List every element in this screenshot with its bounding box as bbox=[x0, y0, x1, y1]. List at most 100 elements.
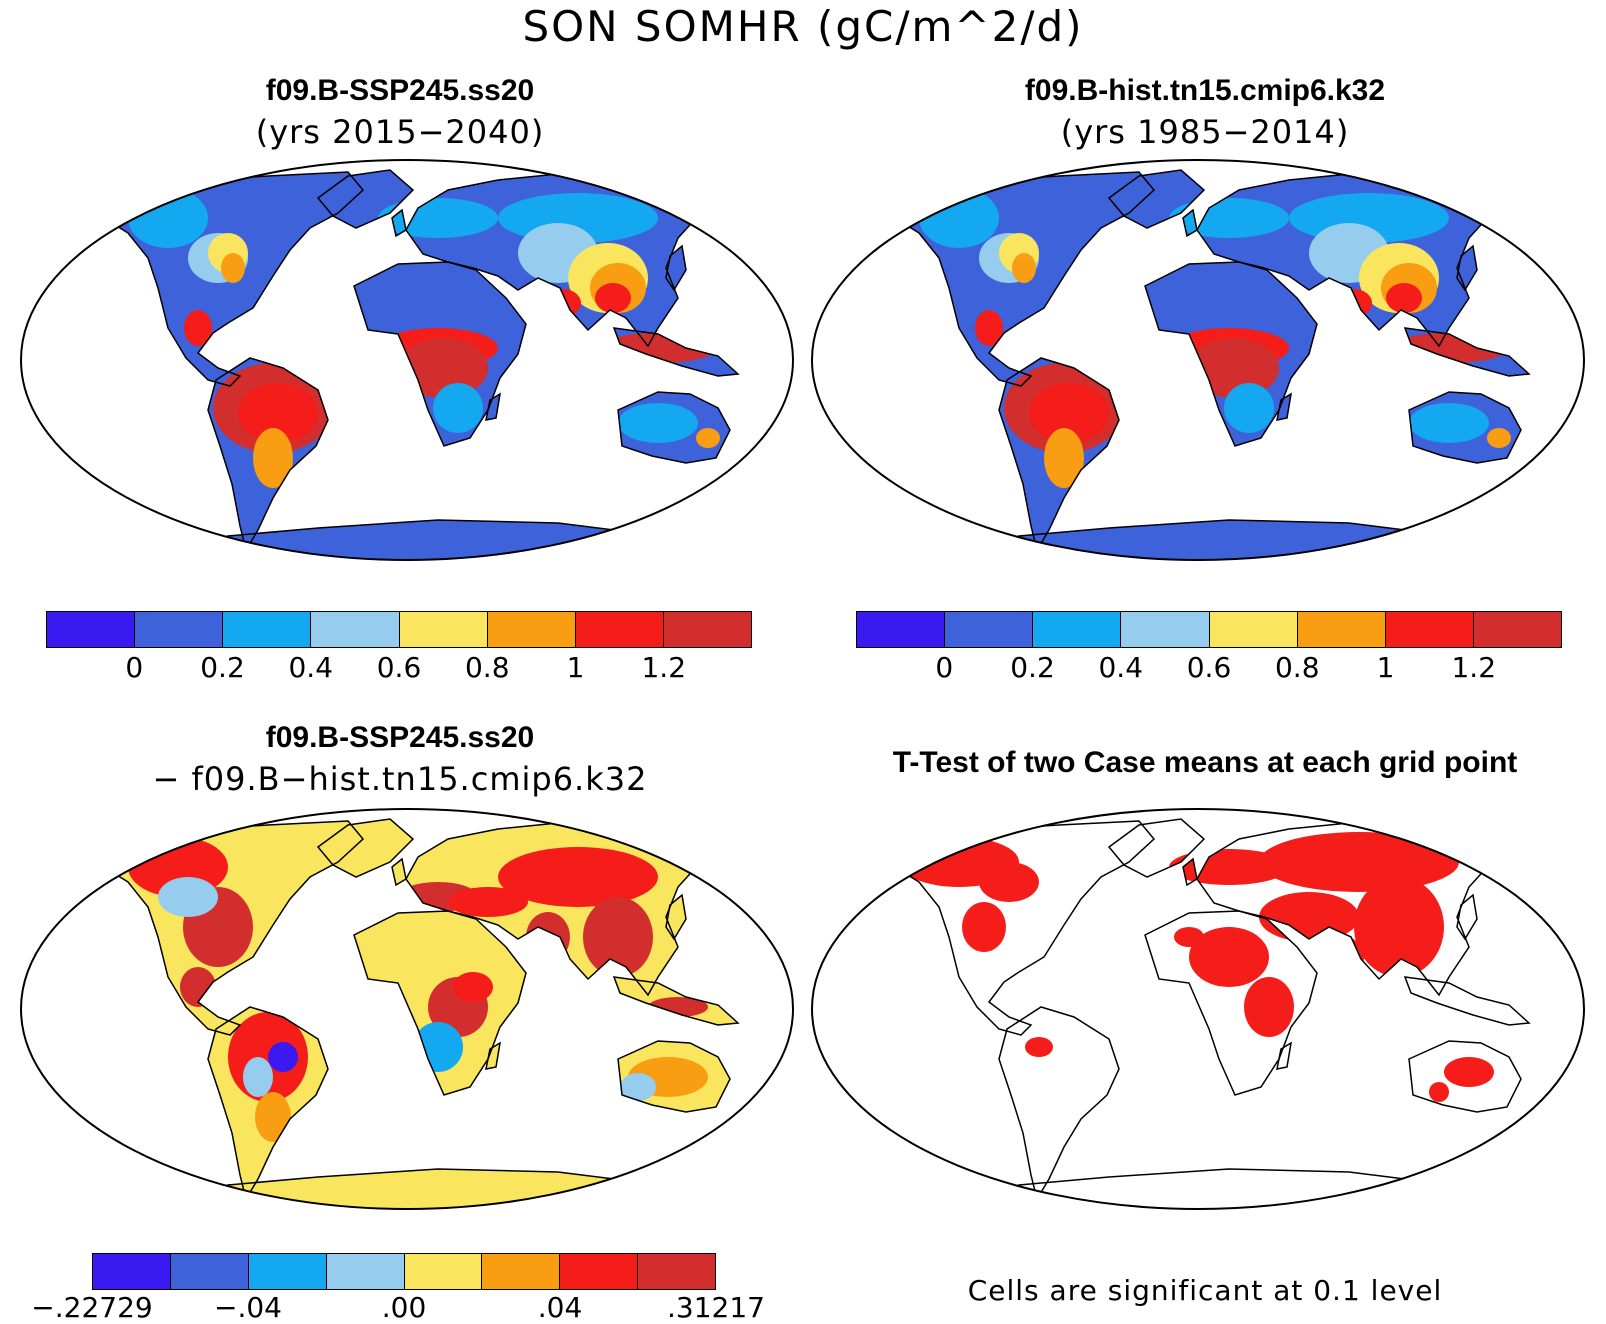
panel2-colorbar bbox=[856, 611, 1562, 648]
panel3-colorbar bbox=[92, 1253, 716, 1290]
coastline-africa bbox=[1144, 910, 1318, 1096]
coastline-uk bbox=[1182, 208, 1198, 238]
colorbar-box-4 bbox=[399, 612, 488, 647]
coastline-namerica bbox=[86, 820, 365, 1036]
coastline-samerica bbox=[998, 1006, 1120, 1201]
colorbar-box-0 bbox=[857, 612, 946, 647]
coastline-namerica bbox=[877, 171, 1156, 387]
panel1-map bbox=[20, 159, 794, 561]
coastline-australia bbox=[617, 391, 731, 464]
colorbar-box-4 bbox=[1209, 612, 1298, 647]
colorbar-box-5 bbox=[1297, 612, 1386, 647]
colorbar-box-5 bbox=[482, 1254, 561, 1289]
panel3-subtitle: − f09.B−hist.tn15.cmip6.k32 bbox=[152, 760, 648, 798]
colorbar-tick-label: 1 bbox=[1376, 651, 1395, 684]
colorbar-tick-label: .04 bbox=[537, 1291, 583, 1324]
coastline-namerica bbox=[86, 171, 365, 387]
coastline-samerica bbox=[998, 357, 1120, 552]
colorbar-box-7 bbox=[1473, 612, 1561, 647]
panel1-colorbar-labels: 0 0.2 0.4 0.6 0.8 1 1.2 bbox=[0, 651, 800, 691]
coastline-uk bbox=[1182, 857, 1198, 887]
panel2-colorbar-labels: 0 0.2 0.4 0.6 0.8 1 1.2 bbox=[0, 651, 1606, 691]
panel3-map bbox=[20, 808, 794, 1210]
coastline-samerica bbox=[207, 357, 329, 552]
coastline-greenland bbox=[1107, 818, 1206, 878]
panel1-subtitle: (yrs 2015−2040) bbox=[255, 113, 545, 151]
coastline-indonesia bbox=[1403, 327, 1531, 377]
coastline-japan bbox=[1456, 893, 1478, 941]
coastline-madagascar bbox=[485, 392, 502, 421]
panel4-map bbox=[811, 808, 1585, 1210]
coastline-indonesia bbox=[1403, 976, 1531, 1026]
colorbar-box-4 bbox=[404, 1254, 483, 1289]
colorbar-box-7 bbox=[663, 612, 751, 647]
colorbar-tick-label: .31217 bbox=[667, 1291, 765, 1324]
coastline-madagascar bbox=[485, 1041, 502, 1070]
colorbar-tick-label: 1 bbox=[566, 651, 585, 684]
coastline-madagascar bbox=[1276, 1041, 1293, 1070]
coastline-namerica bbox=[877, 820, 1156, 1036]
colorbar-box-1 bbox=[945, 612, 1034, 647]
colorbar-box-5 bbox=[487, 612, 576, 647]
colorbar-box-2 bbox=[223, 612, 312, 647]
colorbar-box-7 bbox=[638, 1254, 715, 1289]
coastline-africa bbox=[353, 261, 527, 447]
panel2-map bbox=[811, 159, 1585, 561]
coastline-uk bbox=[391, 208, 407, 238]
panel1-title: f09.B-SSP245.ss20 bbox=[265, 74, 535, 107]
colorbar-box-6 bbox=[1385, 612, 1474, 647]
coastline-uk bbox=[391, 857, 407, 887]
coastline-antarctica bbox=[947, 1168, 1461, 1209]
colorbar-tick-label: −.22729 bbox=[31, 1291, 153, 1324]
coastline-japan bbox=[665, 244, 687, 292]
colorbar-tick-label: 0.4 bbox=[1098, 651, 1144, 684]
coastline-antarctica bbox=[156, 1168, 670, 1209]
figure-title: SON SOMHR (gC/m^2/d) bbox=[522, 2, 1084, 51]
coastline-greenland bbox=[316, 818, 415, 878]
colorbar-tick-label: 0.8 bbox=[1274, 651, 1320, 684]
colorbar-tick-label: 0.6 bbox=[1186, 651, 1232, 684]
coastline-indonesia bbox=[612, 327, 740, 377]
colorbar-box-2 bbox=[248, 1254, 327, 1289]
panel2-subtitle: (yrs 1985−2014) bbox=[1060, 113, 1350, 151]
coastline-japan bbox=[665, 893, 687, 941]
colorbar-box-0 bbox=[47, 612, 136, 647]
coastline-antarctica bbox=[156, 519, 670, 560]
coastline-indonesia bbox=[612, 976, 740, 1026]
panel3-colorbar-labels: −.22729 −.04 .00 .04 .31217 bbox=[0, 1291, 800, 1324]
panel4-title: T-Test of two Case means at each grid po… bbox=[892, 746, 1518, 779]
colorbar-tick-label: 0 bbox=[125, 651, 144, 684]
colorbar-tick-label: 0.8 bbox=[464, 651, 510, 684]
coastline-madagascar bbox=[1276, 392, 1293, 421]
colorbar-tick-label: 1.2 bbox=[641, 651, 687, 684]
coastline-antarctica bbox=[947, 519, 1461, 560]
colorbar-tick-label: 0.2 bbox=[200, 651, 245, 684]
coastline-samerica bbox=[207, 1006, 329, 1201]
coastline-australia bbox=[1408, 1040, 1522, 1113]
coastline-africa bbox=[353, 910, 527, 1096]
colorbar-box-6 bbox=[575, 612, 664, 647]
colorbar-box-1 bbox=[170, 1254, 249, 1289]
colorbar-box-3 bbox=[311, 612, 400, 647]
colorbar-box-1 bbox=[135, 612, 224, 647]
colorbar-tick-label: 1.2 bbox=[1451, 651, 1497, 684]
colorbar-tick-label: 0.2 bbox=[1010, 651, 1055, 684]
colorbar-box-2 bbox=[1033, 612, 1122, 647]
coastline-greenland bbox=[316, 169, 415, 229]
coastline-greenland bbox=[1107, 169, 1206, 229]
colorbar-box-3 bbox=[1121, 612, 1210, 647]
colorbar-tick-label: −.04 bbox=[214, 1291, 282, 1324]
coastline-australia bbox=[617, 1040, 731, 1113]
colorbar-tick-label: .00 bbox=[381, 1291, 427, 1324]
colorbar-tick-label: 0 bbox=[935, 651, 954, 684]
colorbar-tick-label: 0.4 bbox=[288, 651, 334, 684]
panel3-title: f09.B-SSP245.ss20 bbox=[265, 721, 535, 754]
coastline-japan bbox=[1456, 244, 1478, 292]
panel2-title: f09.B-hist.tn15.cmip6.k32 bbox=[1024, 74, 1386, 107]
coastline-australia bbox=[1408, 391, 1522, 464]
colorbar-box-3 bbox=[326, 1254, 405, 1289]
colorbar-tick-label: 0.6 bbox=[376, 651, 422, 684]
coastline-africa bbox=[1144, 261, 1318, 447]
colorbar-box-6 bbox=[560, 1254, 639, 1289]
panel4-note: Cells are significant at 0.1 level bbox=[967, 1274, 1443, 1307]
